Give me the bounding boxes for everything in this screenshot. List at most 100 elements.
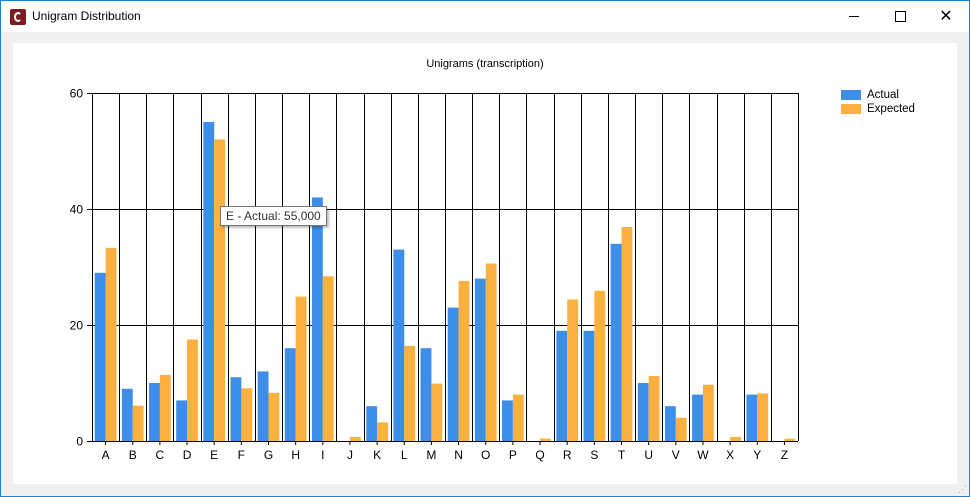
legend-label-expected: Expected [867,103,915,115]
bar-expected-j [349,436,361,441]
x-tick-label: K [373,448,381,462]
maximize-icon [894,11,906,22]
bar-expected-g [268,392,280,441]
legend-swatch-expected [841,104,861,114]
x-tick-label: N [454,448,463,462]
x-tick-label: V [672,448,680,462]
minimize-icon [849,16,859,17]
bar-actual-t [610,243,622,441]
legend: Actual Expected [841,88,915,116]
legend-item-actual: Actual [841,88,915,102]
bar-actual-r [556,330,568,441]
bar-actual-d [176,400,188,441]
bar-expected-c [159,374,171,441]
bar-expected-o [485,263,497,441]
bar-expected-h [295,296,307,441]
bar-expected-q [540,438,551,441]
x-tick-label: J [347,448,353,462]
bar-actual-i [311,197,323,441]
bar-expected-d [187,339,198,441]
bar-expected-i [322,276,334,441]
legend-swatch-actual [841,90,861,100]
bar-expected-t [621,226,633,441]
bar-expected-b [132,405,144,441]
bar-actual-b [121,388,133,441]
x-tick-label: M [426,448,436,462]
maximize-button[interactable] [877,1,923,32]
bar-expected-m [431,383,443,441]
x-tick-label: S [590,448,598,462]
bar-actual-f [230,377,242,441]
x-tick-label: Z [781,448,788,462]
y-tick-label: 0 [76,435,83,449]
title-bar[interactable]: Unigram Distribution ✕ [1,1,969,32]
x-tick-label: E [210,448,218,462]
bar-actual-o [474,278,486,441]
bar-actual-e [203,122,215,441]
x-tick-label: U [644,448,653,462]
x-tick-label: P [509,448,517,462]
x-tick-label: C [156,448,165,462]
y-tick-label: 60 [70,87,84,101]
bar-actual-u [637,383,649,441]
bar-expected-z [784,438,796,441]
bar-expected-w [702,384,714,441]
bar-actual-a [94,272,106,441]
bar-expected-v [675,417,687,441]
x-tick-label: Y [753,448,761,462]
grid-lines [87,93,799,442]
y-tick-label: 40 [70,203,84,217]
bar-expected-e [214,139,226,441]
bar-expected-p [512,394,524,441]
x-tick-label: O [481,448,490,462]
legend-item-expected: Expected [841,102,915,116]
bar-actual-y [746,394,758,441]
x-tick-label: A [102,448,110,462]
window-title: Unigram Distribution [32,9,141,23]
bar-actual-k [366,406,378,441]
axes: 0 20 40 60 A B C D E F G H I J K L M N O P Q R S T U V W X Y Z [70,87,788,463]
x-tick-label: X [726,448,734,462]
close-icon: ✕ [939,7,953,25]
bar-expected-n [458,280,470,441]
bar-actual-l [393,249,405,441]
bar-expected-u [648,376,660,441]
bar-actual-m [420,348,432,441]
x-tick-label: D [183,448,192,462]
bar-expected-f [241,388,253,441]
bar-expected-s [594,290,606,441]
bar-tooltip: E - Actual: 55,000 [220,206,327,226]
y-tick-label: 20 [70,319,84,333]
bar-actual-p [502,400,513,441]
x-tick-label: G [264,448,273,462]
bar-actual-g [257,371,269,441]
bar-expected-k [377,422,388,441]
x-tick-label: F [238,448,245,462]
bar-actual-w [692,394,703,441]
x-tick-label: L [401,448,408,462]
app-logo-icon [10,9,26,25]
x-tick-label: T [618,448,626,462]
x-tick-label: H [291,448,300,462]
bar-expected-a [105,247,117,441]
bar-expected-r [567,299,579,441]
bar-expected-y [757,393,769,441]
minimize-button[interactable] [831,1,877,32]
chart-title: Unigrams (transcription) [426,58,543,70]
bar-actual-n [447,307,459,441]
x-tick-label: Q [535,448,544,462]
bar-actual-v [664,406,676,441]
resize-grip-icon[interactable]: ⋰ [958,484,967,494]
bar-expected-l [404,345,416,441]
x-tick-label: W [697,448,709,462]
bar-actual-c [149,383,160,441]
bar-actual-h [284,348,296,441]
bar-actual-s [583,330,595,441]
legend-label-actual: Actual [867,89,899,101]
bars [94,122,796,441]
close-button[interactable]: ✕ [923,1,969,32]
x-tick-label: R [563,448,572,462]
x-tick-label: I [321,448,324,462]
